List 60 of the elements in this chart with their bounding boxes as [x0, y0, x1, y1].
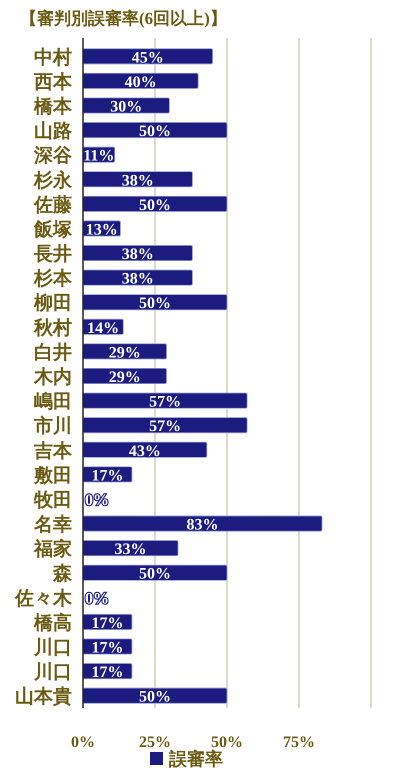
y-tick-label: 川口 [33, 636, 72, 659]
data-label: 17% [91, 614, 124, 632]
data-label: 45% [132, 49, 164, 66]
y-tick-label: 飯塚 [33, 219, 73, 240]
y-tick-label: 杉本 [33, 268, 73, 290]
y-tick-label: 川口 [33, 661, 72, 684]
x-tick-label: 25% [139, 734, 171, 751]
y-tick-label: 佐藤 [33, 194, 72, 216]
data-label: 50% [139, 196, 171, 214]
data-label: 38% [122, 172, 154, 190]
y-tick-label: 敷田 [33, 465, 72, 486]
data-label: 17% [91, 467, 124, 484]
y-tick-label: 西本 [33, 70, 73, 93]
legend-label: 誤審率 [168, 749, 223, 769]
data-label: 40% [124, 74, 157, 91]
y-tick-label: 福家 [33, 538, 72, 560]
data-label: 17% [91, 664, 124, 682]
data-label: 57% [149, 418, 182, 436]
y-tick-label: 森 [52, 562, 73, 585]
x-tick-label: 0% [71, 734, 95, 751]
y-tick-label: 杉永 [33, 169, 73, 192]
y-tick-label: 中村 [34, 46, 72, 68]
y-tick-label: 山路 [34, 120, 72, 142]
y-tick-label: 嶋田 [34, 392, 72, 413]
data-label: 50% [139, 688, 171, 706]
data-label: 0% [85, 492, 109, 509]
data-label: 50% [139, 566, 171, 583]
data-label: 50% [139, 295, 171, 312]
y-tick-label: 橋本 [33, 95, 73, 118]
y-tick-label: 市川 [33, 415, 72, 438]
chart-title: 【審判別誤審率(6回以上)】 [20, 9, 227, 28]
y-tick-label: 橋高 [33, 612, 72, 634]
data-label: 57% [149, 394, 182, 411]
y-tick-label: 牧田 [33, 490, 72, 511]
data-label: 43% [128, 442, 161, 460]
data-label: 50% [139, 123, 171, 140]
y-tick-label: 吉本 [33, 440, 73, 462]
data-label: 13% [86, 221, 118, 238]
y-tick-label: 木内 [33, 366, 72, 388]
data-label: 83% [186, 516, 219, 534]
data-label: 30% [110, 98, 142, 116]
data-label: 38% [122, 246, 154, 264]
data-label: 29% [108, 369, 141, 386]
y-tick-label: 柳田 [33, 293, 72, 314]
data-label: 17% [91, 640, 124, 657]
data-label: 38% [122, 270, 154, 288]
y-tick-label: 佐々木 [14, 587, 73, 610]
data-label: 29% [108, 344, 141, 362]
y-tick-label: 名幸 [33, 514, 72, 536]
y-tick-label: 長井 [33, 243, 72, 266]
y-tick-label: 山本貴 [15, 686, 72, 708]
data-label: 0% [85, 590, 109, 608]
data-label: 11% [83, 148, 114, 165]
x-tick-label: 75% [283, 734, 315, 751]
bar [82, 516, 322, 532]
y-tick-label: 秋村 [33, 316, 72, 339]
data-label: 33% [114, 541, 147, 558]
y-tick-label: 深谷 [33, 146, 73, 167]
y-tick-label: 白井 [34, 341, 72, 364]
data-label: 14% [87, 320, 120, 337]
